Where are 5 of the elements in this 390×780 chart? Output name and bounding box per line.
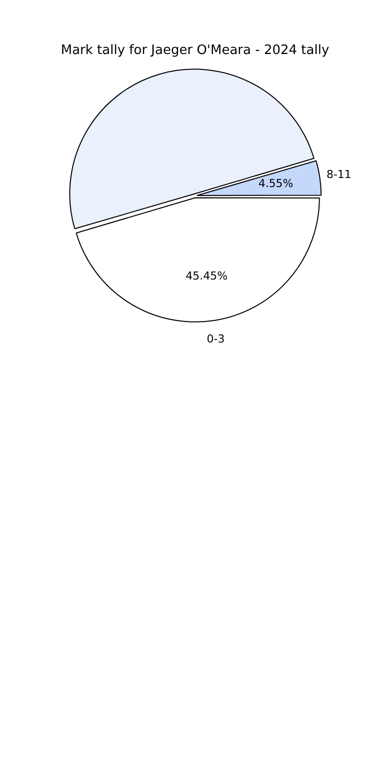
chart-title: Mark tally for Jaeger O'Meara - 2024 tally [60, 43, 330, 58]
data-label: 4.55% [258, 177, 294, 190]
slice-label: 8-11 [326, 168, 352, 181]
slice-label: 0-3 [206, 332, 225, 346]
data-label: 45.45% [186, 269, 228, 282]
